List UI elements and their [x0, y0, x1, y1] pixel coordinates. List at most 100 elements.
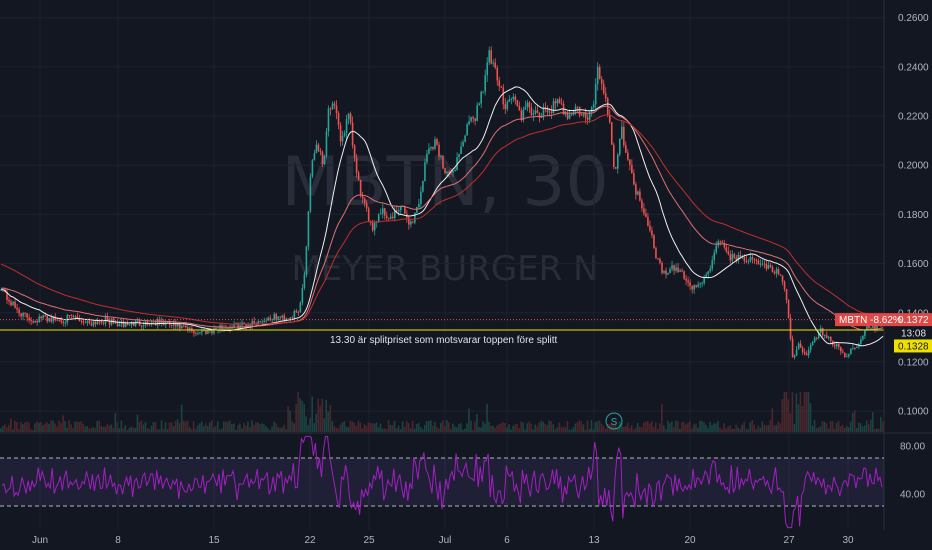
candle-body [741, 257, 744, 259]
volume-bar [644, 421, 647, 432]
candle-body [608, 114, 611, 123]
volume-bar [106, 424, 109, 432]
candle-body [408, 217, 410, 225]
candle-body [779, 274, 782, 276]
volume-bar [731, 428, 733, 432]
candle-body [707, 271, 710, 275]
volume-bar [482, 421, 484, 432]
candle-body [347, 113, 350, 120]
volume-bar [550, 421, 553, 432]
volume-bar [363, 424, 366, 432]
volume-bar [90, 428, 93, 432]
time-axis[interactable]: Jun 8 15 22 25 Jul 6 13 20 27 30 [32, 535, 854, 546]
candle-body [199, 332, 201, 334]
volume-bar [8, 425, 10, 432]
volume-bar [648, 423, 651, 432]
volume-bar [261, 423, 263, 432]
price-tick-label: 0.2200 [898, 112, 929, 123]
candle-body [602, 83, 605, 94]
candle-body [671, 265, 673, 269]
candle-body [24, 312, 26, 314]
volume-bar [855, 428, 858, 432]
candle-body [339, 125, 342, 142]
candle-body [319, 150, 322, 153]
volume-bar [229, 420, 231, 432]
event-marker[interactable]: S [605, 412, 623, 430]
volume-bar [588, 428, 591, 432]
volume-bar [154, 422, 157, 432]
volume-bar [114, 412, 117, 432]
volume-bar [355, 425, 358, 432]
candle-body [631, 164, 633, 174]
candle-body [850, 348, 852, 355]
candle-body [72, 315, 75, 318]
volume-bar [311, 396, 314, 432]
volume-bar [797, 404, 800, 432]
volume-bar [104, 426, 107, 432]
candle-body [305, 246, 308, 275]
candle-body [846, 356, 848, 358]
volume-bar [739, 428, 741, 432]
candle-body [273, 314, 276, 320]
candle-body [526, 102, 529, 108]
volume-bar [448, 422, 450, 432]
volume-bar [500, 423, 502, 432]
volume-bar [454, 426, 456, 432]
candle-body [0, 289, 2, 291]
candle-body [747, 261, 750, 263]
volume-bar [759, 427, 762, 432]
candle-body [373, 222, 376, 231]
volume-bar [170, 422, 173, 432]
candle-body [60, 320, 63, 322]
candle-body [540, 117, 543, 119]
volume-bar [614, 421, 617, 432]
candle-body [193, 330, 195, 334]
rsi-line [1, 435, 883, 529]
volume-bar [6, 426, 8, 432]
price-tick-label: 0.1200 [898, 357, 929, 368]
candle-body [815, 337, 818, 339]
volume-bar [689, 421, 691, 432]
candle-body [321, 152, 324, 164]
volume-bar [478, 426, 480, 432]
candle-body [864, 330, 866, 336]
candle-body [647, 216, 649, 226]
volume-bar [528, 421, 530, 432]
candle-body [428, 148, 430, 154]
volume-bar [343, 421, 346, 432]
volume-bar [512, 425, 514, 432]
candle-body [870, 327, 872, 329]
price-tick-label: 0.1800 [898, 210, 929, 221]
candle-body [325, 131, 328, 156]
volume-bar [562, 426, 565, 432]
volume-bar [305, 416, 307, 432]
volume-bar [811, 425, 814, 432]
candle-body [854, 348, 856, 349]
volume-bar [221, 428, 223, 432]
volume-bar [821, 421, 824, 432]
volume-bar [345, 426, 348, 432]
candle-body [201, 330, 203, 333]
candle-body [472, 117, 474, 119]
candle-body [295, 311, 298, 313]
volume-bar [223, 421, 225, 432]
candle-body [753, 259, 756, 261]
volume-bar [283, 424, 285, 432]
volume-bar [78, 422, 80, 432]
volume-bar [865, 420, 868, 432]
volume-bar [504, 422, 506, 432]
candle-body [568, 114, 571, 119]
volume-bar [795, 393, 798, 432]
candle-body [434, 139, 436, 149]
candle-body [331, 103, 334, 110]
candle-body [84, 322, 87, 324]
volume-bar [727, 426, 729, 432]
candle-body [590, 107, 593, 112]
candle-body [542, 107, 545, 118]
volume-bar [52, 420, 54, 432]
price-axis[interactable]: 0.26000.24000.22000.20000.18000.16000.14… [898, 13, 929, 417]
volume-bar [839, 426, 842, 432]
volume-bar [132, 427, 135, 432]
candle-body [46, 315, 49, 322]
